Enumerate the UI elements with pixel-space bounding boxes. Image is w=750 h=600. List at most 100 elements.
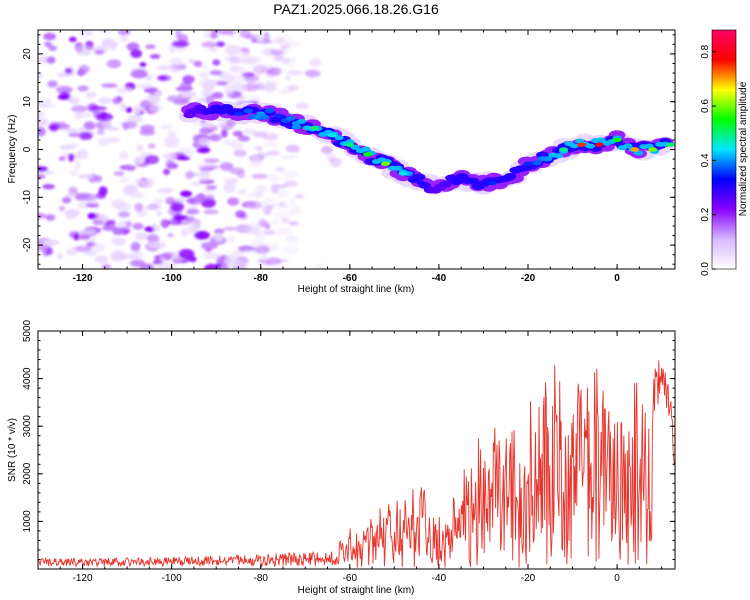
x-tick-label: -60 (343, 573, 358, 584)
spectrogram-noise-blob (112, 229, 123, 235)
spectrogram-noise-blob (225, 254, 238, 264)
spectrogram-ridge-cell (644, 143, 654, 149)
spectrogram-noise-blob (144, 205, 162, 211)
spectrogram-noise-blob (110, 250, 126, 260)
spectrogram-ridge-peak (345, 142, 355, 147)
spectrogram-noise-blob (261, 259, 273, 267)
snr-series-line (38, 360, 675, 568)
snr-xlabel: Height of straight line (km) (298, 585, 415, 596)
y-tick-label: 1000 (22, 510, 33, 533)
spectrogram-noise-blob (134, 202, 144, 212)
spectrogram-noise-blob (157, 187, 174, 194)
spectrogram-noise-blob (191, 181, 202, 186)
spectrogram-noise-blob (43, 32, 57, 41)
spectrogram-noise-blob (224, 85, 233, 96)
spectrogram-noise-blob (200, 242, 218, 250)
spectrogram-noise-blob (75, 46, 94, 52)
spectrogram-noise-blob (253, 64, 264, 72)
spectrogram-noise-blob (228, 235, 235, 245)
spectrogram-ridge-peak (234, 111, 243, 116)
spectrogram-noise-blob (235, 210, 246, 219)
spectrogram-noise-blob (133, 156, 145, 165)
x-tick-label: -100 (162, 273, 182, 284)
spectrogram-noise-blob (280, 217, 290, 224)
spectrogram-ridge-cell (393, 165, 403, 171)
spectrogram-ridge-peak (452, 176, 462, 181)
spectrogram-noise-blob (140, 180, 154, 189)
spectrogram-ridge-peak (274, 113, 283, 119)
spectrogram-ridge-cell (633, 150, 644, 156)
spectrogram-noise-blob (205, 194, 215, 200)
spectrogram-noise-blob (170, 201, 185, 212)
spectrogram-ridge-peak (291, 121, 301, 126)
spectrogram-noise-blob (283, 180, 298, 188)
spectrogram-noise-blob (90, 106, 107, 111)
snr-panel: -120 -100 -80 -60 -40 -20 0 1000 2000 3000 4000 500… (7, 319, 676, 596)
colorbar-frame (711, 29, 737, 270)
spectrogram-noise-blob (180, 91, 198, 98)
spectrogram-noise-blob (71, 105, 88, 113)
spectrogram-ridge-peak (648, 147, 658, 152)
spectrogram-noise-blob (230, 82, 248, 91)
spectrogram-noise-blob (106, 59, 122, 69)
spectrogram-noise-blob (248, 95, 261, 103)
spectrogram-noise-blob (188, 256, 197, 263)
spectrogram-ylabel: Frequency (Hz) (7, 115, 18, 184)
spectrogram-ridge-cell (536, 151, 549, 159)
spectrogram-noise-blob (165, 196, 176, 205)
spectrogram-noise-blob (105, 219, 117, 227)
spectrogram-noise-blob (163, 136, 180, 144)
spectrogram-noise-blob (78, 131, 93, 140)
spectrogram-noise-blob (48, 45, 57, 51)
spectrogram-noise-blob (274, 258, 289, 263)
spectrogram-noise-blob (83, 121, 96, 130)
spectrogram-noise-blob (277, 89, 288, 95)
spectrogram-noise-blob (321, 146, 333, 154)
spectrogram-noise-blob (222, 183, 236, 193)
spectrogram-noise-blob (273, 201, 291, 210)
spectrogram-noise-blob (130, 49, 143, 58)
spectrogram-noise-blob (176, 156, 191, 161)
spectrogram-noise-blob (213, 232, 224, 242)
spectrogram-ridge-peak (487, 180, 497, 186)
spectrogram-noise-blob (119, 102, 127, 112)
x-tick-label: -60 (343, 273, 358, 284)
spectrogram-noise-blob (287, 84, 299, 92)
spectrogram-noise-blob (246, 192, 265, 199)
spectrogram-noise-blob (133, 104, 141, 115)
spectrogram-noise-blob (77, 202, 89, 209)
spectrogram-ridge-peak (559, 147, 569, 152)
y-tick-label: 3000 (22, 415, 33, 438)
spectrogram-noise-blob (119, 176, 129, 183)
colorbar-tick-label: 0.2 (700, 207, 711, 221)
spectrogram-noise-blob (68, 186, 78, 196)
spectrogram-noise-blob (160, 256, 167, 261)
spectrogram-noise-blob (156, 211, 163, 217)
spectrogram-noise-blob (242, 83, 260, 92)
spectrogram-noise-blob (279, 46, 287, 56)
spectrogram-noise-blob (167, 233, 174, 238)
spectrogram-noise-blob (287, 70, 304, 76)
y-tick-label: 0 (22, 146, 33, 152)
spectrogram-noise-blob (46, 247, 53, 256)
spectrogram-noise-blob (239, 30, 251, 39)
x-tick-label: -100 (162, 573, 182, 584)
colorbar-axis: 0.0 0.2 0.4 0.6 0.8 (700, 29, 737, 276)
spectrogram-ridge-cell (291, 124, 301, 130)
spectrogram-noise-blob (203, 209, 219, 215)
spectrogram-noise-blob (119, 34, 130, 43)
spectrogram-noise-blob (74, 110, 83, 121)
spectrogram-noise-blob (99, 111, 108, 120)
spectrogram-noise-blob (262, 83, 277, 92)
y-tick-label: 10 (22, 96, 33, 108)
spectrogram-noise-blob (282, 244, 300, 255)
spectrogram-noise-blob (127, 114, 144, 124)
spectrogram-noise-blob (221, 124, 234, 131)
spectrogram-noise-blob (327, 153, 336, 163)
x-tick-label: -40 (432, 273, 447, 284)
spectrogram-noise-blob (106, 137, 121, 143)
spectrogram-ridge-peak (363, 152, 373, 157)
spectrogram-noise-blob (193, 60, 203, 68)
spectrogram-noise-blob (68, 36, 77, 43)
spectrogram-noise-blob (254, 245, 270, 255)
